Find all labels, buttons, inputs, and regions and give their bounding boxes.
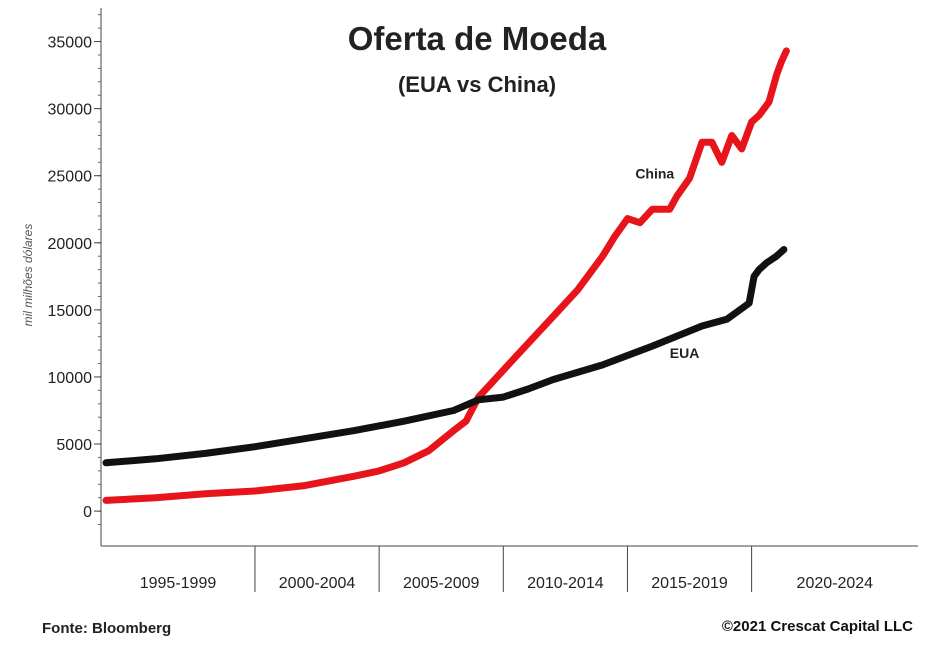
x-tick-label: 2005-2009 xyxy=(403,575,480,592)
y-axis-label: mil milhões dólares xyxy=(21,223,35,327)
x-tick-label: 1995-1999 xyxy=(140,575,217,592)
x-tick-label: 2010-2014 xyxy=(527,575,604,592)
y-tick-label: 10000 xyxy=(48,370,93,387)
copyright-note: ©2021 Crescat Capital LLC xyxy=(721,618,913,635)
x-tick-label: 2020-2024 xyxy=(797,575,874,592)
source-note: Fonte: Bloomberg xyxy=(42,620,172,637)
chart-title: Oferta de Moeda xyxy=(347,20,607,57)
y-tick-label: 5000 xyxy=(56,437,92,454)
x-tick-label: 2000-2004 xyxy=(279,575,356,592)
y-tick-label: 30000 xyxy=(48,102,93,119)
series-annotation: China xyxy=(635,165,674,181)
x-tick-label: 2015-2019 xyxy=(651,575,728,592)
y-tick-label: 35000 xyxy=(48,35,93,52)
series-line-eua xyxy=(102,246,788,467)
series-annotation: EUA xyxy=(670,345,700,361)
y-tick-label: 20000 xyxy=(48,236,93,253)
series-line-china xyxy=(102,47,790,504)
chart-subtitle: (EUA vs China) xyxy=(397,72,557,97)
y-tick-label: 15000 xyxy=(48,303,93,320)
y-tick-label: 0 xyxy=(83,504,92,521)
y-tick-label: 25000 xyxy=(48,169,93,186)
